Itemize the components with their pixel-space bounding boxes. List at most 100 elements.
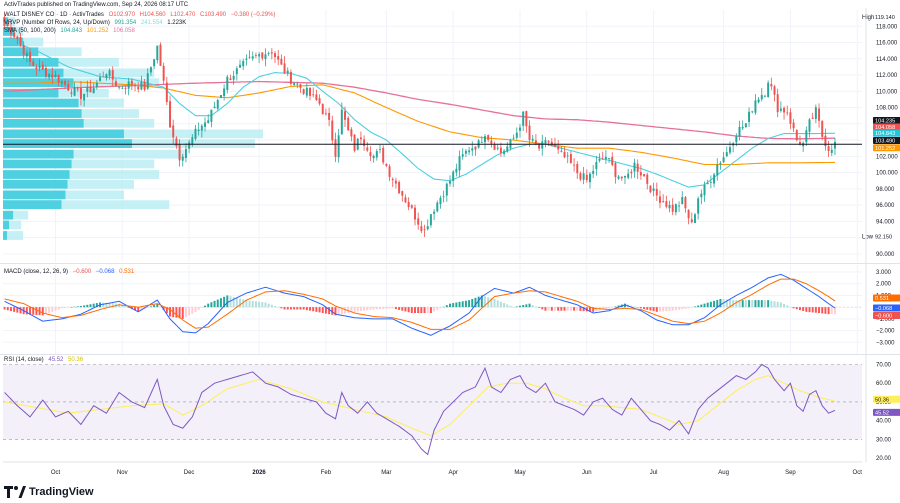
macd-histogram-bar bbox=[200, 307, 203, 308]
macd-histogram-bar bbox=[519, 305, 521, 308]
candle-body bbox=[32, 61, 35, 66]
candle-body bbox=[22, 45, 25, 55]
candle-body bbox=[417, 218, 420, 225]
candle-body bbox=[188, 142, 191, 149]
sma-legend[interactable]: SMA (50, 100, 200) 104.843 101.252 106.0… bbox=[4, 28, 138, 34]
tradingview-logo[interactable]: TradingView bbox=[4, 486, 94, 498]
candle-body bbox=[410, 205, 413, 208]
candle-body bbox=[525, 111, 528, 127]
price-tick-label: 118.000 bbox=[876, 24, 898, 30]
macd-histogram-bar bbox=[544, 307, 547, 311]
candle-body bbox=[452, 171, 455, 181]
rsi-name[interactable]: RSI (14, close) bbox=[4, 357, 44, 363]
macd-histogram-bar bbox=[779, 302, 782, 308]
sma50-tag-bg bbox=[873, 129, 900, 137]
macd-histogram-bar bbox=[703, 303, 706, 308]
candle-body bbox=[808, 119, 811, 132]
candle-body bbox=[337, 135, 340, 158]
macd-pane[interactable] bbox=[3, 265, 862, 354]
candle-body bbox=[289, 72, 292, 84]
macd-histogram-bar bbox=[706, 302, 709, 308]
candle-body bbox=[767, 82, 770, 98]
macd-name[interactable]: MACD (close, 12, 26, 9) bbox=[4, 269, 69, 275]
price-tick-label: 96.000 bbox=[876, 203, 895, 209]
macd-histogram-bar bbox=[289, 307, 292, 310]
macd-histogram-bar bbox=[496, 300, 499, 308]
macd-tick-label: 3.000 bbox=[876, 270, 892, 276]
macd-histogram-bar bbox=[649, 307, 652, 311]
macd-histogram-bar bbox=[646, 307, 649, 310]
candle-body bbox=[700, 193, 703, 198]
macd-histogram-bar bbox=[194, 307, 197, 312]
candle-body bbox=[60, 81, 63, 84]
macd-histogram-bar bbox=[681, 307, 684, 310]
vp-row-up bbox=[3, 149, 74, 159]
macd-histogram-bar bbox=[582, 307, 585, 312]
candle-body bbox=[439, 197, 442, 205]
candle-body bbox=[426, 226, 429, 230]
candle-body bbox=[671, 204, 674, 212]
candle-body bbox=[118, 86, 121, 88]
macd-histogram-bar bbox=[353, 307, 356, 312]
macd-histogram-bar bbox=[334, 307, 337, 316]
candle-body bbox=[258, 54, 261, 57]
price-pane[interactable] bbox=[3, 10, 862, 262]
macd-histogram-bar bbox=[261, 302, 264, 308]
candle-body bbox=[420, 226, 423, 232]
macd-histogram-bar bbox=[347, 307, 350, 314]
candle-body bbox=[493, 143, 496, 150]
candle-body bbox=[175, 138, 178, 146]
candle-body bbox=[366, 147, 369, 151]
candles bbox=[3, 13, 836, 237]
macd-legend[interactable]: MACD (close, 12, 26, 9) −0.600 −0.068 0.… bbox=[4, 269, 137, 275]
candle-body bbox=[38, 66, 41, 68]
sma-name[interactable]: SMA (50, 100, 200) bbox=[4, 28, 56, 34]
candle-body bbox=[833, 141, 836, 149]
vp-row-total bbox=[3, 159, 155, 169]
candle-body bbox=[719, 162, 722, 165]
macd-histogram-bar bbox=[824, 307, 827, 314]
macd-tick-label: −2.000 bbox=[876, 329, 895, 335]
rsi-ma-tag: 50.36 bbox=[875, 397, 889, 403]
macd-histogram-bar bbox=[725, 299, 728, 308]
rsi-legend[interactable]: RSI (14, close) 45.52 50.36 bbox=[4, 357, 86, 363]
candle-body bbox=[433, 211, 436, 214]
candle-body bbox=[496, 147, 499, 149]
candle-body bbox=[798, 141, 801, 145]
vrvp-name[interactable]: VRVP (Number Of Rows, 24, Up/Down) bbox=[4, 20, 110, 26]
main-legend[interactable]: WALT DISNEY CO · 1D · ActivTrades O102.9… bbox=[4, 12, 278, 18]
macd-line-tag-bg bbox=[873, 304, 900, 312]
vrvp-legend[interactable]: VRVP (Number Of Rows, 24, Up/Down) 991.3… bbox=[4, 20, 189, 26]
candle-body bbox=[480, 142, 483, 143]
macd-histogram-bar bbox=[592, 307, 595, 312]
macd-histogram-bar bbox=[305, 307, 308, 311]
macd-histogram-bar bbox=[134, 307, 137, 311]
symbol-name[interactable]: WALT DISNEY CO · 1D · ActivTrades bbox=[4, 12, 104, 18]
macd-histogram-bar bbox=[366, 307, 369, 311]
candle-body bbox=[388, 166, 391, 177]
macd-histogram-bar bbox=[60, 307, 63, 309]
high-value-tag: 119.140 bbox=[875, 15, 895, 21]
candle-body bbox=[658, 196, 661, 203]
legend-open: O102.970 bbox=[108, 12, 135, 18]
candle-body bbox=[716, 164, 719, 176]
macd-histogram-bar bbox=[767, 300, 770, 308]
candle-body bbox=[528, 125, 531, 141]
macd-histogram-bar bbox=[827, 307, 830, 315]
candle-body bbox=[630, 171, 633, 174]
macd-histogram-bar bbox=[363, 307, 366, 311]
candle-body bbox=[770, 84, 773, 87]
candle-body bbox=[633, 162, 636, 172]
macd-hist-tag-bg bbox=[873, 311, 900, 319]
macd-histogram-bar bbox=[569, 307, 572, 311]
candle-body bbox=[315, 94, 318, 100]
macd-histogram-bar bbox=[770, 300, 773, 308]
candle-body bbox=[401, 191, 404, 196]
brand-name: TradingView bbox=[29, 486, 94, 498]
candle-body bbox=[678, 205, 681, 207]
candle-body bbox=[248, 56, 251, 58]
macd-histogram-bar bbox=[693, 306, 696, 308]
macd-axis: −3.000−2.000−1.0000.0001.0002.0003.0000.… bbox=[873, 270, 900, 346]
rsi-pane[interactable] bbox=[3, 363, 862, 456]
macd-histogram-bar bbox=[557, 307, 560, 311]
